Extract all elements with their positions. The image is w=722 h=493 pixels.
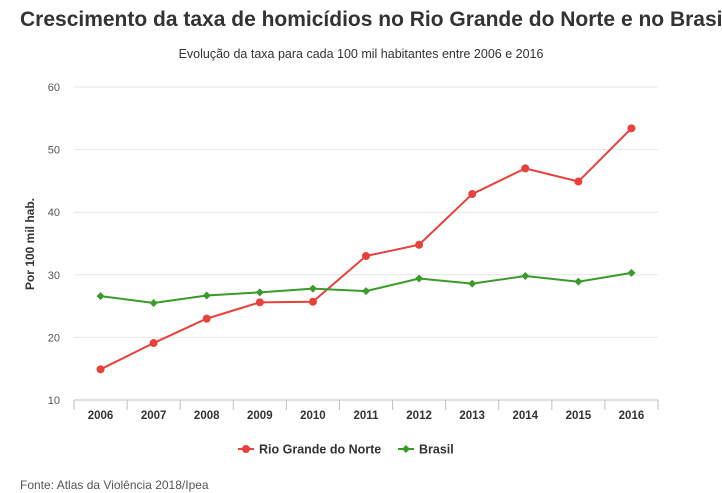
x-tick-label-2014: 2014 bbox=[512, 410, 538, 422]
data-point-brasil-2007[interactable] bbox=[149, 298, 158, 307]
data-point-rio-grande-do-norte-2010[interactable] bbox=[308, 297, 317, 306]
data-point-rio-grande-do-norte-2007[interactable] bbox=[149, 339, 158, 348]
y-axis-ticks: 10 20 30 40 50 60 bbox=[48, 82, 60, 407]
series-group bbox=[96, 124, 636, 374]
legend-item-rio-grande-do-norte[interactable]: Rio Grande do Norte bbox=[238, 443, 381, 457]
y-tick-label-10: 10 bbox=[48, 395, 60, 407]
y-tick-label-60: 60 bbox=[48, 82, 60, 94]
x-tick-label-2015: 2015 bbox=[566, 410, 592, 422]
legend-label-rio-grande-do-norte: Rio Grande do Norte bbox=[259, 443, 381, 457]
data-point-rio-grande-do-norte-2008[interactable] bbox=[202, 314, 211, 323]
x-tick-label-2010: 2010 bbox=[300, 410, 326, 422]
data-point-brasil-2009[interactable] bbox=[255, 288, 264, 297]
x-tick-label-2006: 2006 bbox=[88, 410, 114, 422]
data-point-rio-grande-do-norte-2016[interactable] bbox=[627, 124, 636, 133]
data-point-brasil-2014[interactable] bbox=[521, 272, 530, 281]
data-point-brasil-2015[interactable] bbox=[574, 277, 583, 286]
data-point-brasil-2011[interactable] bbox=[362, 287, 370, 296]
y-tick-label-30: 30 bbox=[48, 270, 60, 282]
legend[interactable]: Rio Grande do Norte Brasil bbox=[238, 443, 454, 457]
data-point-brasil-2013[interactable] bbox=[468, 279, 477, 288]
grid-lines bbox=[74, 86, 658, 338]
legend-marker-brasil bbox=[402, 445, 410, 453]
series-rio-grande-do-norte bbox=[96, 124, 636, 374]
x-tick-label-2007: 2007 bbox=[141, 410, 167, 422]
data-point-rio-grande-do-norte-2013[interactable] bbox=[468, 190, 477, 199]
y-tick-label-20: 20 bbox=[48, 332, 60, 344]
source-note: Fonte: Atlas da Violência 2018/Ipea bbox=[20, 478, 209, 492]
x-tick-label-2011: 2011 bbox=[354, 410, 380, 422]
series-brasil bbox=[96, 268, 636, 307]
series-line-rio-grande-do-norte bbox=[100, 127, 633, 371]
chart-subtitle: Evolução da taxa para cada 100 mil habit… bbox=[178, 47, 544, 61]
x-axis: 2006 2007 2008 2009 2010 2011 2012 2013 2014 2015… bbox=[73, 399, 659, 422]
data-point-rio-grande-do-norte-2009[interactable] bbox=[255, 298, 264, 307]
data-point-rio-grande-do-norte-2012[interactable] bbox=[415, 240, 424, 249]
data-point-rio-grande-do-norte-2006[interactable] bbox=[96, 365, 105, 374]
x-tick-label-2016: 2016 bbox=[619, 410, 645, 422]
x-tick-label-2013: 2013 bbox=[459, 410, 485, 422]
y-tick-label-50: 50 bbox=[48, 145, 60, 157]
data-point-brasil-2006[interactable] bbox=[96, 292, 105, 301]
data-point-rio-grande-do-norte-2011[interactable] bbox=[362, 252, 370, 261]
x-tick-label-2009: 2009 bbox=[247, 410, 273, 422]
line-chart: 10 20 30 40 50 60 2006 2007 2008 2009 2010 2011 201… bbox=[48, 82, 659, 457]
x-tick-label-2012: 2012 bbox=[406, 410, 432, 422]
legend-label-brasil: Brasil bbox=[419, 443, 454, 457]
data-point-brasil-2008[interactable] bbox=[202, 291, 211, 300]
legend-marker-rio-grande-do-norte bbox=[242, 445, 250, 453]
chart-title: Crescimento da taxa de homicídios no Rio… bbox=[20, 8, 722, 31]
data-point-rio-grande-do-norte-2014[interactable] bbox=[521, 164, 530, 173]
data-point-brasil-2010[interactable] bbox=[308, 284, 317, 293]
x-tick-label-2008: 2008 bbox=[194, 410, 220, 422]
data-point-brasil-2016[interactable] bbox=[627, 268, 636, 277]
legend-item-brasil[interactable]: Brasil bbox=[398, 443, 454, 457]
data-point-rio-grande-do-norte-2015[interactable] bbox=[574, 177, 583, 186]
y-tick-label-40: 40 bbox=[48, 207, 60, 219]
data-point-brasil-2012[interactable] bbox=[415, 274, 424, 283]
